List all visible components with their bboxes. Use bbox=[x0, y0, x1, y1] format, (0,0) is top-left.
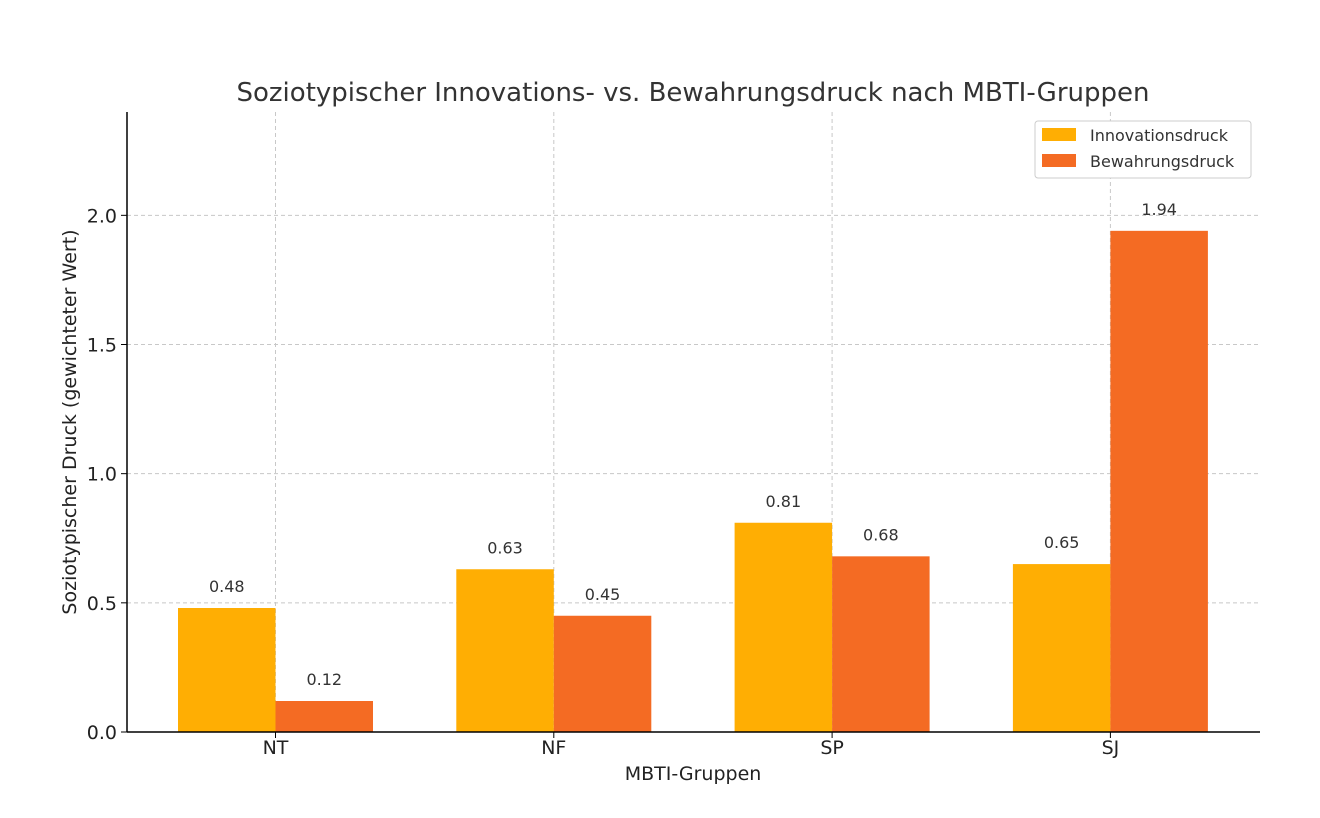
bar-innovationsdruck-nt bbox=[178, 608, 276, 732]
y-axis-label: Soziotypischer Druck (gewichteter Wert) bbox=[59, 229, 81, 614]
bar-innovationsdruck-sj bbox=[1012, 564, 1111, 732]
y-tick-label: 0.5 bbox=[87, 593, 117, 615]
bar-bewahrungsdruck-sp bbox=[832, 556, 930, 732]
y-tick-label: 1.0 bbox=[87, 464, 117, 486]
x-tick-label-sj: SJ bbox=[1102, 737, 1120, 759]
bar-innovationsdruck-nf bbox=[456, 569, 554, 732]
legend-label-bewahrungsdruck: Bewahrungsdruck bbox=[1090, 152, 1235, 171]
bar-innovationsdruck-sp bbox=[734, 522, 833, 732]
bar-bewahrungsdruck-sj bbox=[1110, 230, 1208, 733]
legend-swatch-bewahrungsdruck bbox=[1042, 154, 1076, 167]
legend-swatch-innovationsdruck bbox=[1042, 128, 1076, 141]
y-tick-label: 2.0 bbox=[87, 205, 117, 227]
legend-box bbox=[1034, 120, 1252, 179]
chart-title: Soziotypischer Innovations- vs. Bewahrun… bbox=[237, 78, 1150, 108]
x-tick-label-nf: NF bbox=[541, 737, 566, 759]
bar-bewahrungsdruck-nf bbox=[553, 615, 652, 732]
y-tick-label: 1.5 bbox=[87, 335, 117, 357]
x-tick-labels: NT NF SP SJ bbox=[263, 732, 1120, 759]
x-tick-label-nt: NT bbox=[263, 737, 289, 759]
value-label-innovationsdruck-nf: 0.63 bbox=[487, 538, 523, 557]
value-label-bewahrungsdruck-nf: 0.45 bbox=[585, 585, 621, 604]
x-tick-label-sp: SP bbox=[820, 737, 844, 759]
legend: Innovationsdruck Bewahrungsdruck bbox=[1034, 120, 1252, 179]
legend-label-innovationsdruck: Innovationsdruck bbox=[1090, 126, 1229, 145]
x-axis-label: MBTI-Gruppen bbox=[625, 763, 762, 785]
value-label-bewahrungsdruck-sj: 1.94 bbox=[1141, 200, 1177, 219]
value-label-bewahrungsdruck-nt: 0.12 bbox=[306, 670, 342, 689]
value-labels: 0.48 0.63 0.81 0.65 0.12 0.45 0.68 1.94 bbox=[209, 200, 1177, 689]
bar-bewahrungsdruck-nt bbox=[275, 701, 373, 732]
value-label-innovationsdruck-sp: 0.81 bbox=[766, 492, 802, 511]
value-label-innovationsdruck-sj: 0.65 bbox=[1044, 533, 1080, 552]
y-tick-labels: 0.0 0.5 1.0 1.5 2.0 bbox=[87, 205, 127, 744]
bars bbox=[178, 230, 1208, 733]
y-tick-label: 0.0 bbox=[87, 722, 117, 744]
value-label-bewahrungsdruck-sp: 0.68 bbox=[863, 525, 899, 544]
value-label-innovationsdruck-nt: 0.48 bbox=[209, 577, 245, 596]
